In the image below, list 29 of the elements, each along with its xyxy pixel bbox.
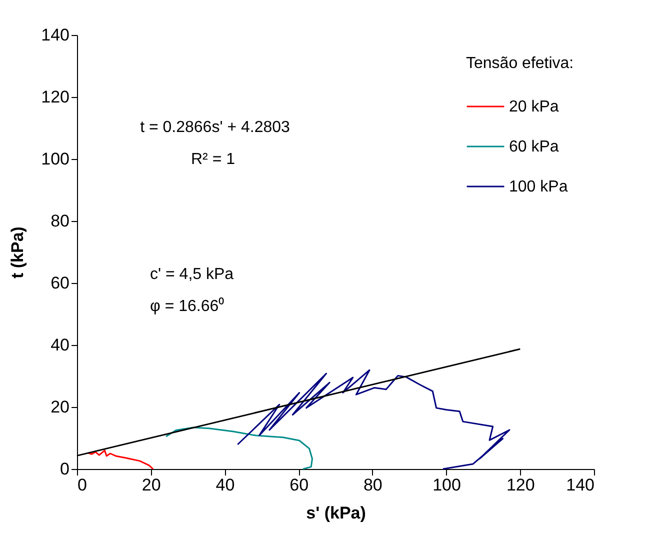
annotation: R² = 1 [190,151,236,168]
line-series [87,450,154,470]
x-tick-label: 120 [506,476,535,494]
annotation: c' = 4,5 kPa [150,266,234,283]
line-series [165,426,313,470]
legend-label: 20 kPa [509,98,559,116]
legend-label: 100 kPa [509,178,568,196]
annotation: t = 0.2866s' + 4.2803 [140,119,290,136]
x-tick-label: 20 [142,476,161,494]
x-tick-label: 140 [566,476,594,494]
annotation: φ = 16.66⁰ [150,297,225,315]
x-tick-label: 100 [432,476,461,494]
y-tick-label: 140 [41,26,70,44]
line-series [236,369,510,470]
x-axis-title: s' (kPa) [306,504,366,522]
y-tick-label: 60 [50,274,70,292]
y-tick-label: 80 [50,212,70,230]
x-tick-label: 40 [216,476,235,494]
legend-label: 60 kPa [509,138,559,156]
y-tick-label: 0 [60,460,70,478]
y-tick-label: 100 [41,150,70,168]
y-axis-title: t (kPa) [8,226,28,278]
x-tick-label: 80 [363,476,382,494]
y-tick-label: 40 [50,336,70,354]
x-tick-label: 0 [78,476,87,494]
y-tick-label: 120 [41,88,70,106]
legend-title: Tensão efetiva: [466,55,574,72]
y-tick-label: 20 [50,398,70,416]
x-tick-label: 60 [290,476,309,494]
